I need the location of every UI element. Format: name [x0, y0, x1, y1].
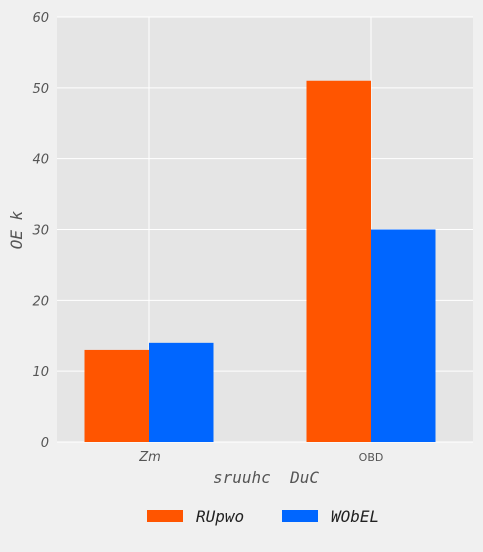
y-axis-label: OE k [7, 210, 26, 249]
legend-swatch [147, 510, 183, 522]
y-tick-label: 50 [32, 82, 49, 97]
legend-swatch [282, 510, 318, 522]
x-tick-label: Zm [138, 450, 161, 465]
y-tick-label: 40 [32, 153, 49, 168]
legend: RUpwo WObEL [147, 507, 379, 526]
bar-RUpwo-Zm [85, 350, 150, 442]
y-tick-label: 20 [32, 294, 49, 309]
x-axis-ticks: Zm OBD [138, 450, 383, 465]
y-tick-label: 60 [32, 11, 49, 26]
bar-WObEL-OBD [371, 230, 436, 443]
bar-RUpwo-OBD [307, 81, 372, 442]
y-tick-label: 10 [32, 365, 49, 380]
bar-WObEL-Zm [149, 343, 214, 442]
legend-label: RUpwo [196, 507, 244, 526]
y-axis-ticks: 0 10 20 30 40 50 60 [32, 11, 49, 451]
legend-label: WObEL [331, 507, 379, 526]
x-axis-label: sruuhc DuC [213, 468, 319, 487]
y-tick-label: 0 [41, 436, 49, 451]
x-tick-label: OBD [359, 451, 384, 464]
y-tick-label: 30 [32, 224, 49, 239]
